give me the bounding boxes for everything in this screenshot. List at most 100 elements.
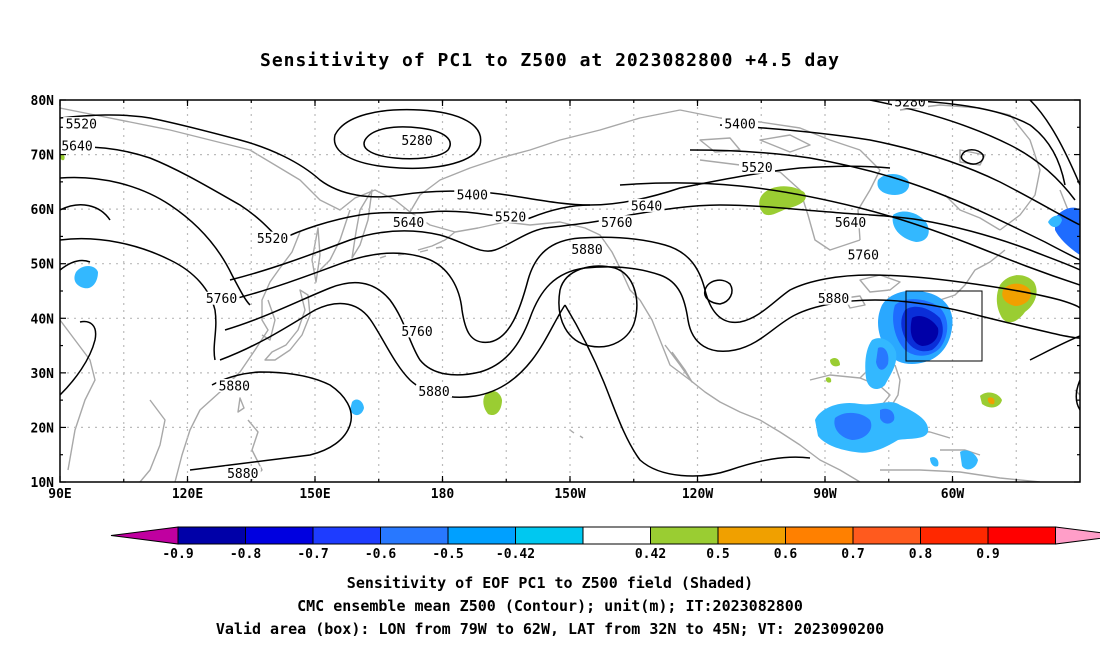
contour-label-bg [454, 188, 491, 201]
lon-label: 180 [431, 487, 455, 502]
contour-label: 5640 [393, 216, 424, 231]
lat-label: 30N [31, 367, 55, 382]
contour-label-bg [203, 291, 240, 305]
contour-label: 5880 [227, 467, 258, 482]
lon-label: 120E [172, 487, 203, 502]
colorbar-label: 0.7 [841, 547, 864, 562]
lat-labels: 80N 70N 60N 50N 40N 30N 20N 10N [31, 94, 55, 491]
contour-label-bg [722, 117, 758, 131]
contour-label: 5280 [894, 96, 925, 111]
contour-label: 5520 [66, 118, 97, 133]
colorbar-swatch [447, 526, 516, 545]
colorbar-swatch [785, 526, 854, 545]
colorbar-swatch [920, 526, 989, 545]
contour-label: 5760 [401, 325, 432, 340]
colorbar-label: -0.9 [162, 547, 193, 562]
lon-label: 90E [48, 487, 71, 502]
contour-label-bg [60, 138, 95, 152]
colorbar-labels: -0.9 -0.8 -0.7 -0.6 -0.5 -0.42 0.42 0.5 0.6 0.7 0.… [162, 547, 999, 562]
contour-label-bg [63, 117, 100, 131]
colorbar-label: 0.42 [635, 547, 666, 562]
colorbar-swatch [582, 526, 651, 545]
colorbar-label: 0.9 [976, 547, 999, 562]
lon-label: 150W [554, 487, 585, 502]
colorbar-triangle-low [110, 526, 179, 545]
gridlines [60, 100, 1080, 482]
lon-label: 150E [299, 487, 330, 502]
contour-label-bg [390, 215, 427, 229]
contour-label: 5280 [401, 134, 432, 149]
colorbar-label: -0.5 [432, 547, 463, 562]
shade-negative-deep [910, 316, 939, 346]
contour-label: 5880 [571, 243, 602, 258]
contour-label-bg [832, 215, 869, 229]
z500-contours [60, 100, 1080, 477]
lat-label: 70N [31, 149, 55, 164]
contour-label: 5880 [219, 380, 250, 395]
valid-area-box [905, 290, 983, 362]
axis-ticks [59, 99, 1080, 483]
contour-labels: 5520 5640 5280 5400 5520 5640 5520 5640 5760 5880… [60, 96, 928, 482]
contour-label: 5880 [818, 292, 849, 307]
colorbar-swatch [852, 526, 921, 545]
contour-label-bg [892, 100, 928, 109]
colorbar-label: 0.5 [706, 547, 729, 562]
map-title: Sensitivity of PC1 to Z500 at 2023082800… [259, 50, 840, 71]
colorbar-swatch [515, 526, 584, 545]
lon-label: 60W [941, 487, 965, 502]
contour-label: 5640 [835, 216, 866, 231]
contour-label-bg [569, 242, 605, 256]
lat-label: 80N [31, 94, 55, 109]
contour-label-bg [416, 384, 452, 398]
contour-label-bg [224, 466, 261, 480]
lat-label: 20N [31, 421, 55, 436]
contour-label-bg [399, 324, 435, 338]
contour-label: 5520 [257, 232, 288, 247]
contour-label-bg [739, 160, 775, 174]
colorbar-label: -0.6 [365, 547, 396, 562]
colorbar-label: -0.42 [496, 547, 535, 562]
footer-line-2: CMC ensemble mean Z500 (Contour); unit(m… [297, 597, 803, 615]
colorbar-label: 0.6 [774, 547, 798, 562]
contour-label-bg [628, 198, 665, 212]
contour-label: 5520 [495, 210, 526, 225]
contour-label: 5640 [61, 139, 92, 154]
contour-label-bg [492, 209, 529, 223]
footer-line-3: Valid area (box): LON from 79W to 62W, L… [215, 620, 885, 638]
colorbar [110, 526, 1100, 545]
contour-label: 5760 [848, 249, 879, 264]
contour-label-bg [598, 215, 635, 229]
contour-label-bg [845, 248, 882, 262]
lon-labels: 90E 120E 150E 180 150W 120W 90W 60W [48, 487, 964, 502]
contour-label-bg [815, 291, 852, 305]
contour-label: 5760 [206, 292, 237, 307]
colorbar-label: -0.8 [230, 547, 261, 562]
contour-label: 5520 [741, 161, 772, 176]
colorbar-swatch [650, 526, 719, 545]
colorbar-triangle-high [1055, 526, 1100, 545]
contour-label: 5400 [724, 118, 755, 133]
shade-labrador [877, 174, 910, 195]
lon-label: 90W [813, 487, 837, 502]
colorbar-swatch [245, 526, 314, 545]
contour-label-bg [216, 379, 253, 392]
footer-line-1: Sensitivity of EOF PC1 to Z500 field (Sh… [346, 574, 754, 592]
contour-label-bg [254, 231, 291, 245]
colorbar-swatch [380, 526, 449, 545]
contour-label: 5760 [601, 216, 632, 231]
colorbar-swatch [987, 526, 1056, 545]
colorbar-swatch [717, 526, 786, 545]
lat-label: 50N [31, 258, 55, 273]
colorbar-label: -0.7 [297, 547, 328, 562]
colorbar-swatch [312, 526, 381, 545]
contour-label: 5640 [631, 199, 662, 214]
contour-label: 5880 [418, 385, 449, 400]
lat-label: 40N [31, 312, 55, 327]
lon-label: 120W [682, 487, 713, 502]
lat-label: 10N [31, 476, 55, 491]
colorbar-label: 0.8 [909, 547, 933, 562]
contour-label-bg [399, 133, 435, 147]
colorbar-swatch [177, 526, 246, 545]
lat-label: 60N [31, 203, 55, 218]
